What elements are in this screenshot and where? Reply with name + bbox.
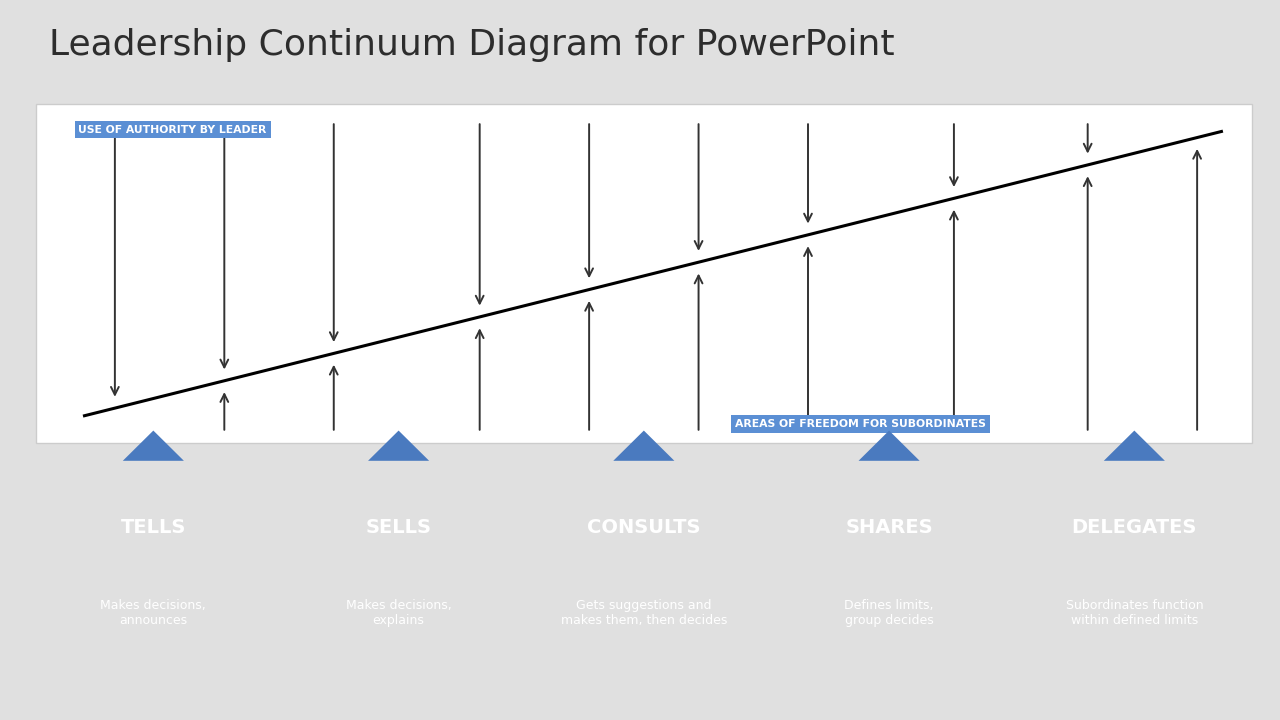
Text: SHARES: SHARES — [845, 518, 933, 537]
FancyBboxPatch shape — [36, 104, 1252, 443]
Text: CONSULTS: CONSULTS — [588, 518, 700, 537]
Text: DELEGATES: DELEGATES — [1071, 518, 1197, 537]
Text: Makes decisions,
explains: Makes decisions, explains — [346, 599, 452, 627]
Text: AREAS OF FREEDOM FOR SUBORDINATES: AREAS OF FREEDOM FOR SUBORDINATES — [735, 419, 986, 429]
Text: SELLS: SELLS — [366, 518, 431, 537]
Text: Subordinates function
within defined limits: Subordinates function within defined lim… — [1065, 599, 1203, 627]
Text: Leadership Continuum Diagram for PowerPoint: Leadership Continuum Diagram for PowerPo… — [49, 28, 895, 62]
Text: Makes decisions,
announces: Makes decisions, announces — [100, 599, 206, 627]
Text: USE OF AUTHORITY BY LEADER: USE OF AUTHORITY BY LEADER — [78, 125, 266, 135]
Text: Defines limits,
group decides: Defines limits, group decides — [845, 599, 934, 627]
Text: Gets suggestions and
makes them, then decides: Gets suggestions and makes them, then de… — [561, 599, 727, 627]
Text: TELLS: TELLS — [120, 518, 186, 537]
